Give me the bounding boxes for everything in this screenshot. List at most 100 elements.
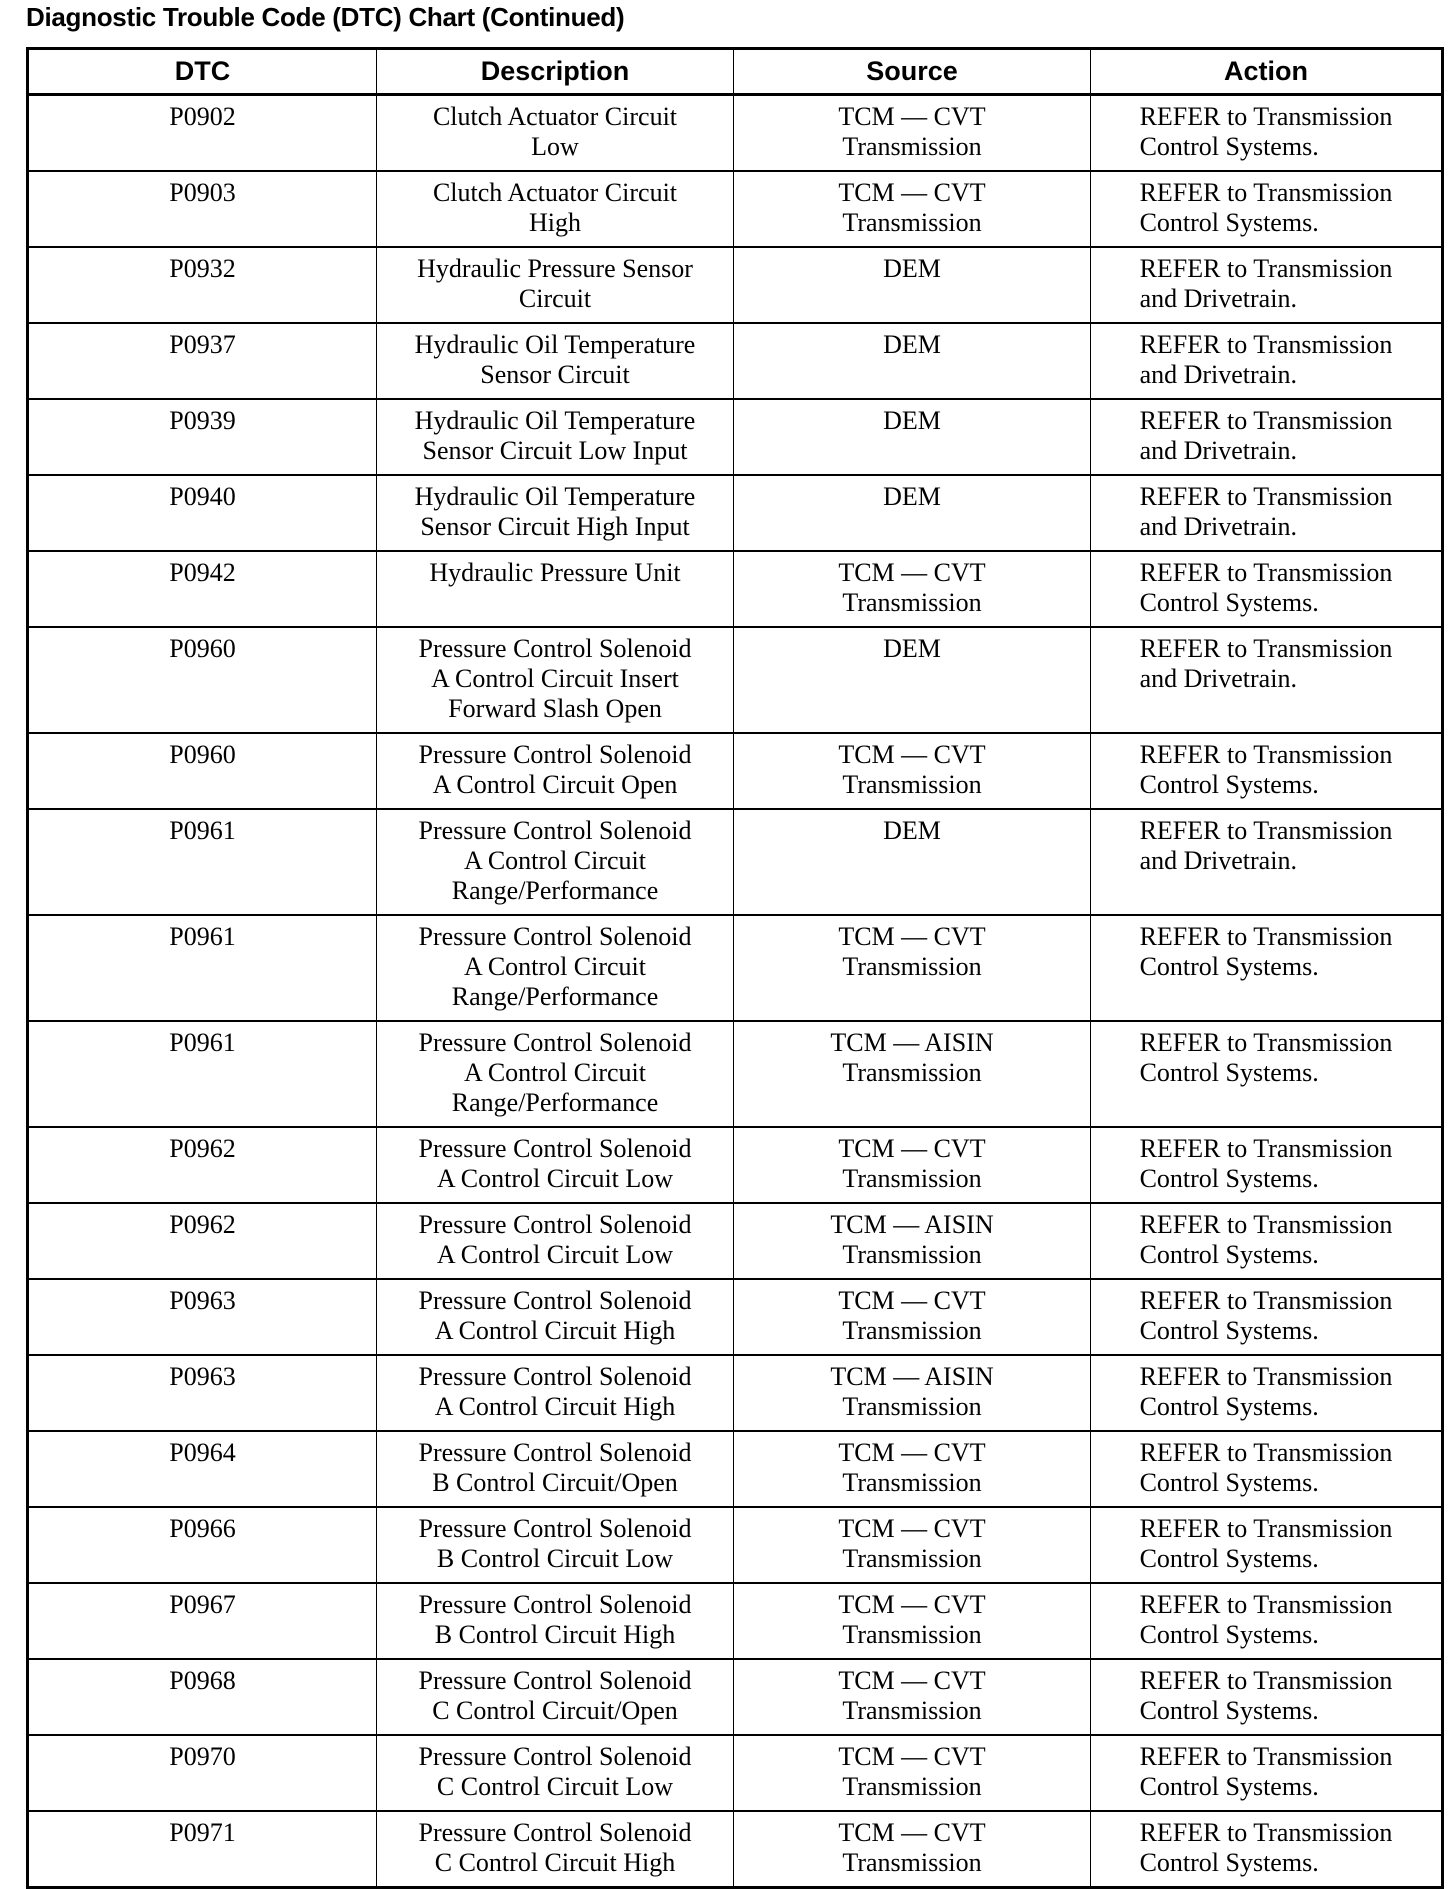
description-cell-text: Hydraulic Oil Temperature Sensor Circuit … xyxy=(415,406,696,465)
source-cell-line: Transmission xyxy=(842,1058,982,1087)
action-cell-line: REFER to Transmission xyxy=(1139,1134,1393,1163)
dtc-cell: P0937 xyxy=(27,322,377,400)
description-cell-line: A Control Circuit High xyxy=(434,1316,676,1345)
action-cell-text: REFER to Transmission Control Systems. xyxy=(1140,1134,1393,1194)
action-cell-line: REFER to Transmission xyxy=(1139,558,1393,587)
dtc-cell-text: P0960 xyxy=(169,634,236,663)
source-cell-line: TCM — CVT xyxy=(838,1286,986,1315)
description-cell-line: Pressure Control Solenoid xyxy=(418,1028,692,1057)
description-cell-text: Pressure Control Solenoid A Control Circu… xyxy=(419,634,692,723)
action-cell-line: REFER to Transmission xyxy=(1139,178,1393,207)
dtc-cell: P0961 xyxy=(27,914,377,1022)
action-cell-text: REFER to Transmission Control Systems. xyxy=(1140,1210,1393,1270)
description-cell: Pressure Control Solenoid A Control Circu… xyxy=(376,1020,734,1128)
action-cell-line: Control Systems. xyxy=(1139,770,1319,799)
action-cell-line: REFER to Transmission xyxy=(1139,740,1393,769)
description-cell-line: Hydraulic Pressure Sensor xyxy=(417,254,693,283)
description-cell-line: Pressure Control Solenoid xyxy=(418,1742,692,1771)
description-cell: Hydraulic Pressure Unit xyxy=(376,550,734,628)
description-cell: Pressure Control Solenoid A Control Circu… xyxy=(376,808,734,916)
action-cell-line: and Drivetrain. xyxy=(1139,360,1297,389)
source-cell-line: TCM — CVT xyxy=(838,1438,986,1467)
source-cell-text: TCM — AISIN Transmission xyxy=(830,1028,993,1087)
description-cell-text: Pressure Control Solenoid A Control Circu… xyxy=(419,1362,692,1421)
description-cell-text: Hydraulic Oil Temperature Sensor Circuit xyxy=(415,330,696,389)
description-cell: Pressure Control Solenoid A Control Circu… xyxy=(376,626,734,734)
dtc-cell-text: P0903 xyxy=(169,178,236,207)
description-cell-text: Clutch Actuator Circuit Low xyxy=(433,102,677,161)
action-cell-line: REFER to Transmission xyxy=(1139,816,1393,845)
source-cell-line: Transmission xyxy=(842,1392,982,1421)
dtc-cell-text: P0937 xyxy=(169,330,236,359)
dtc-cell: P0971 xyxy=(27,1810,377,1888)
source-cell: TCM — AISIN Transmission xyxy=(733,1354,1091,1432)
source-cell: TCM — CVT Transmission xyxy=(733,1278,1091,1356)
source-cell-text: TCM — CVT Transmission xyxy=(838,1590,985,1649)
action-cell-text: REFER to Transmission and Drivetrain. xyxy=(1140,406,1393,466)
action-cell: REFER to Transmission and Drivetrain. xyxy=(1090,808,1443,916)
action-cell-line: and Drivetrain. xyxy=(1139,846,1297,875)
action-cell-line: REFER to Transmission xyxy=(1139,1742,1393,1771)
description-cell-line: Clutch Actuator Circuit xyxy=(432,102,678,131)
dtc-cell: P0960 xyxy=(27,732,377,810)
source-cell-line: DEM xyxy=(883,634,941,663)
description-cell-line: A Control Circuit xyxy=(464,1058,646,1087)
source-cell-line: DEM xyxy=(883,482,941,511)
dtc-cell: P0967 xyxy=(27,1582,377,1660)
description-cell-line: A Control Circuit xyxy=(464,846,646,875)
description-cell-line: Pressure Control Solenoid xyxy=(418,1514,692,1543)
description-cell-text: Pressure Control Solenoid B Control Circu… xyxy=(419,1514,692,1573)
table-header-row: DTC Description Source Action xyxy=(27,48,1443,96)
source-cell: TCM — CVT Transmission xyxy=(733,1582,1091,1660)
description-cell-line: Pressure Control Solenoid xyxy=(418,1438,692,1467)
source-cell-line: DEM xyxy=(883,330,941,359)
source-cell: TCM — CVT Transmission xyxy=(733,1430,1091,1508)
description-cell-text: Pressure Control Solenoid A Control Circu… xyxy=(419,1028,692,1117)
dtc-table: DTC Description Source Action P0902 Clutc… xyxy=(26,47,1444,1889)
description-cell-text: Pressure Control Solenoid A Control Circu… xyxy=(419,922,692,1011)
source-cell-line: TCM — AISIN xyxy=(830,1210,994,1239)
source-cell-line: TCM — CVT xyxy=(838,178,986,207)
description-cell-line: Hydraulic Oil Temperature xyxy=(414,406,696,435)
source-cell-line: TCM — CVT xyxy=(838,922,986,951)
table-row: P0960 Pressure Control Solenoid A Control … xyxy=(27,626,1443,734)
source-cell-line: Transmission xyxy=(842,770,982,799)
source-cell-text: TCM — AISIN Transmission xyxy=(830,1362,993,1421)
action-cell-text: REFER to Transmission Control Systems. xyxy=(1140,1742,1393,1802)
table-row: P0962 Pressure Control Solenoid A Control … xyxy=(27,1202,1443,1280)
source-cell-line: TCM — AISIN xyxy=(830,1362,994,1391)
action-cell-line: REFER to Transmission xyxy=(1139,1362,1393,1391)
description-cell-text: Pressure Control Solenoid C Control Circu… xyxy=(419,1666,692,1725)
description-cell: Pressure Control Solenoid B Control Circu… xyxy=(376,1582,734,1660)
source-cell-text: DEM xyxy=(883,254,941,283)
description-cell-line: Sensor Circuit Low Input xyxy=(422,436,688,465)
source-cell-line: Transmission xyxy=(842,952,982,981)
description-cell: Hydraulic Oil Temperature Sensor Circuit … xyxy=(376,398,734,476)
table-row: P0964 Pressure Control Solenoid B Control … xyxy=(27,1430,1443,1508)
dtc-cell: P0960 xyxy=(27,626,377,734)
table-row: P0970 Pressure Control Solenoid C Control … xyxy=(27,1734,1443,1812)
dtc-cell: P0942 xyxy=(27,550,377,628)
dtc-cell-text: P0961 xyxy=(169,816,236,845)
description-cell-text: Pressure Control Solenoid A Control Circu… xyxy=(419,1210,692,1269)
dtc-cell: P0962 xyxy=(27,1202,377,1280)
action-cell-line: Control Systems. xyxy=(1139,1772,1319,1801)
source-cell: TCM — CVT Transmission xyxy=(733,732,1091,810)
source-cell-text: TCM — CVT Transmission xyxy=(838,1818,985,1877)
description-cell: Pressure Control Solenoid C Control Circu… xyxy=(376,1810,734,1888)
action-cell: REFER to Transmission Control Systems. xyxy=(1090,1430,1443,1508)
dtc-cell-text: P0932 xyxy=(169,254,236,283)
dtc-cell-text: P0968 xyxy=(169,1666,236,1695)
dtc-cell-text: P0971 xyxy=(169,1818,236,1847)
source-cell: DEM xyxy=(733,398,1091,476)
action-cell-line: Control Systems. xyxy=(1139,132,1319,161)
dtc-cell-text: P0964 xyxy=(169,1438,236,1467)
dtc-cell-text: P0966 xyxy=(169,1514,236,1543)
description-cell-line: A Control Circuit Insert xyxy=(431,664,679,693)
description-cell-line: Sensor Circuit High Input xyxy=(420,512,690,541)
source-cell: DEM xyxy=(733,322,1091,400)
source-cell: TCM — CVT Transmission xyxy=(733,1506,1091,1584)
action-cell: REFER to Transmission and Drivetrain. xyxy=(1090,626,1443,734)
source-cell-text: TCM — CVT Transmission xyxy=(838,922,985,981)
description-cell-line: Range/Performance xyxy=(451,1088,659,1117)
